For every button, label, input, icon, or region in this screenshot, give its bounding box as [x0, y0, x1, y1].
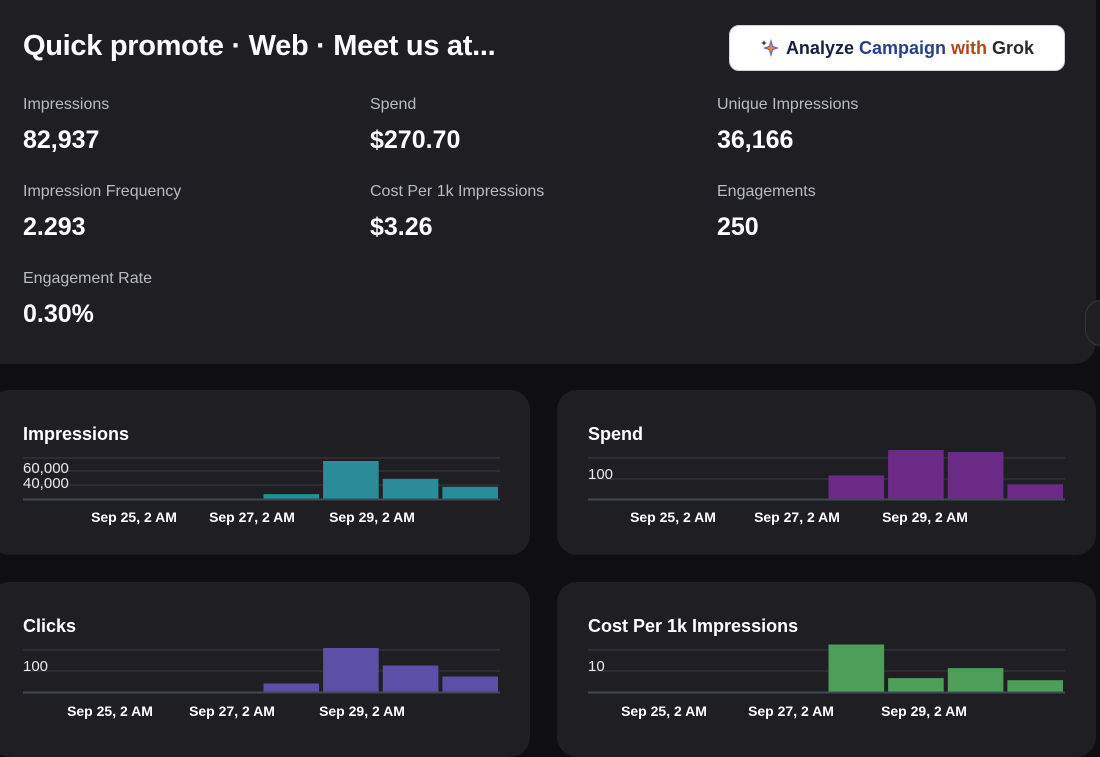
cost-per-1k-chart: 10 Sep 25, 2 AM Sep 27, 2 AM Sep 29, 2 AM — [588, 644, 1065, 719]
x-tick-label: Sep 29, 2 AM — [319, 703, 405, 719]
metric-label: Impressions — [23, 96, 110, 113]
clicks-chart: 100 Sep 25, 2 AM Sep 27, 2 AM Sep 29, 2 AM — [23, 648, 500, 719]
metric-value: 2.293 — [23, 213, 86, 241]
metric-engagements: Engagements 250 — [717, 183, 816, 242]
x-tick-label: Sep 27, 2 AM — [754, 509, 840, 525]
metric-cost-per-1k: Cost Per 1k Impressions $3.26 — [370, 183, 544, 242]
y-tick-label: 100 — [23, 658, 48, 675]
chart-title: Clicks — [23, 616, 77, 636]
bar[interactable] — [888, 678, 944, 692]
metric-impressions: Impressions 82,937 — [23, 96, 109, 155]
x-tick-label: Sep 25, 2 AM — [91, 509, 177, 525]
bar[interactable] — [1007, 484, 1063, 499]
metric-impression-frequency: Impression Frequency 2.293 — [23, 183, 181, 242]
analyze-with-grok-button[interactable]: Analyze Campaign with Grok — [729, 25, 1065, 71]
metric-value: 36,166 — [717, 126, 794, 154]
chart-title: Spend — [588, 424, 644, 444]
x-tick-label: Sep 27, 2 AM — [189, 703, 275, 719]
y-tick-label: 10 — [588, 658, 605, 675]
bar[interactable] — [828, 475, 885, 500]
bar[interactable] — [888, 450, 944, 499]
bar[interactable] — [947, 668, 1004, 692]
bar[interactable] — [442, 676, 498, 693]
metric-value: $3.26 — [370, 213, 433, 241]
x-tick-label: Sep 29, 2 AM — [329, 509, 415, 525]
metric-label: Spend — [370, 96, 417, 113]
bar[interactable] — [828, 644, 885, 693]
chart-title: Impressions — [23, 424, 130, 444]
metric-label: Cost Per 1k Impressions — [370, 183, 545, 200]
bar[interactable] — [323, 648, 379, 692]
y-tick-label: 40,000 — [23, 475, 69, 492]
grok-button-word: Analyze — [785, 37, 854, 58]
x-tick-label: Sep 25, 2 AM — [67, 703, 153, 719]
metric-engagement-rate: Engagement Rate 0.30% — [23, 270, 152, 329]
bar[interactable] — [263, 683, 320, 693]
x-tick-label: Sep 29, 2 AM — [882, 509, 968, 525]
grok-button-word: Campaign — [858, 37, 946, 58]
metric-label: Engagement Rate — [23, 270, 152, 287]
metric-label: Unique Impressions — [717, 96, 859, 113]
x-tick-label: Sep 25, 2 AM — [630, 509, 716, 525]
bar[interactable] — [947, 452, 1004, 499]
grok-button-word: with — [951, 37, 988, 58]
bar[interactable] — [382, 478, 439, 499]
spend-chart: 100 Sep 25, 2 AM Sep 27, 2 AM Sep 29, 2 AM — [588, 450, 1065, 525]
bar[interactable] — [263, 494, 320, 499]
clicks-chart-card: Clicks 100 Sep 25, 2 AM Sep 27, 2 AM Sep 29… — [0, 582, 530, 757]
bar[interactable] — [442, 486, 498, 500]
metric-spend: Spend $270.70 — [370, 96, 460, 155]
x-tick-label: Sep 27, 2 AM — [748, 703, 834, 719]
x-tick-label: Sep 27, 2 AM — [209, 509, 295, 525]
metric-value: 82,937 — [23, 126, 100, 154]
impressions-chart-card: Impressions 60,000 40,000 Sep 25, 2 AM Sep … — [0, 390, 530, 555]
bar[interactable] — [1007, 680, 1063, 692]
sparkle-icon — [760, 38, 780, 58]
metric-label: Engagements — [717, 183, 816, 200]
metric-value: 0.30% — [23, 300, 94, 328]
metric-value: 250 — [717, 213, 759, 241]
campaign-summary-panel: Quick promote · Web · Meet us at... Anal… — [0, 0, 1096, 364]
metric-value: $270.70 — [370, 126, 461, 154]
bar[interactable] — [323, 461, 379, 499]
y-tick-label: 100 — [588, 466, 613, 483]
scroll-handle[interactable] — [1085, 300, 1100, 346]
campaign-title: Quick promote · Web · Meet us at... — [23, 30, 496, 62]
y-tick-label: 60,000 — [23, 460, 69, 477]
metric-label: Impression Frequency — [23, 183, 182, 200]
cost-per-1k-chart-card: Cost Per 1k Impressions 10 Sep 25, 2 AM Se… — [557, 582, 1096, 757]
metric-unique-impressions: Unique Impressions 36,166 — [717, 96, 858, 155]
bar[interactable] — [382, 665, 439, 693]
x-tick-label: Sep 29, 2 AM — [881, 703, 967, 719]
grok-button-word: Grok — [992, 37, 1035, 58]
chart-title: Cost Per 1k Impressions — [588, 616, 799, 636]
spend-chart-card: Spend 100 Sep 25, 2 AM Sep 27, 2 AM Sep 29,… — [557, 390, 1096, 555]
x-tick-label: Sep 25, 2 AM — [621, 703, 707, 719]
